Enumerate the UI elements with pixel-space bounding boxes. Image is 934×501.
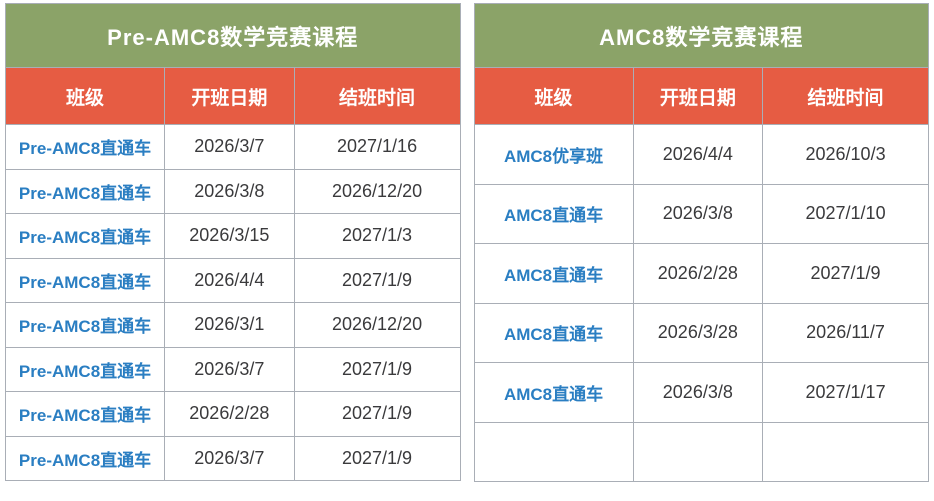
class-name-cell: Pre-AMC8直通车 [4,257,166,303]
column-header-class: 班级 [473,67,634,125]
start-date-cell: 2026/3/7 [164,124,295,170]
start-date-cell: 2026/3/1 [164,302,295,348]
table-row: Pre-AMC8直通车 2026/3/8 2026/12/20 [4,168,461,214]
class-name-cell: AMC8优享班 [473,124,634,185]
class-name-cell: Pre-AMC8直通车 [4,346,166,392]
end-date-cell: 2027/1/9 [762,243,929,304]
end-date-cell: 2027/1/9 [293,391,461,437]
column-header-end-date: 结班时间 [762,67,929,125]
class-name-cell: Pre-AMC8直通车 [4,213,166,259]
table-row: Pre-AMC8直通车 2026/3/7 2027/1/9 [4,435,461,481]
end-date-cell: 2027/1/17 [762,362,929,423]
table-row: Pre-AMC8直通车 2026/3/7 2027/1/9 [4,346,461,392]
end-date-cell: 2027/1/9 [293,257,461,303]
start-date-cell: 2026/3/8 [632,183,764,244]
start-date-cell: 2026/3/8 [632,362,764,423]
column-header-start-date: 开班日期 [632,67,764,125]
table-row [473,421,929,482]
table-row: Pre-AMC8直通车 2026/3/1 2026/12/20 [4,302,461,348]
table-title: AMC8数学竞赛课程 [473,3,929,68]
end-date-cell [762,421,929,482]
end-date-cell: 2027/1/9 [293,346,461,392]
start-date-cell: 2026/2/28 [632,243,764,304]
end-date-cell: 2026/12/20 [293,168,461,214]
table-row: Pre-AMC8直通车 2026/4/4 2027/1/9 [4,257,461,303]
table-row: Pre-AMC8直通车 2026/2/28 2027/1/9 [4,391,461,437]
end-date-cell: 2027/1/16 [293,124,461,170]
table-row: Pre-AMC8直通车 2026/3/15 2027/1/3 [4,213,461,259]
column-header-start-date: 开班日期 [164,67,295,125]
amc8-course-table: AMC8数学竞赛课程 班级 开班日期 结班时间 AMC8优享班 2026/4/4… [473,3,930,498]
end-date-cell: 2026/11/7 [762,302,929,363]
class-name-cell: AMC8直通车 [473,183,634,244]
start-date-cell: 2026/3/15 [164,213,295,259]
class-name-cell: Pre-AMC8直通车 [4,391,166,437]
pre-amc8-course-table: Pre-AMC8数学竞赛课程 班级 开班日期 结班时间 Pre-AMC8直通车 … [4,3,461,498]
start-date-cell: 2026/4/4 [164,257,295,303]
start-date-cell [632,421,764,482]
end-date-cell: 2027/1/3 [293,213,461,259]
start-date-cell: 2026/3/7 [164,346,295,392]
class-name-cell: Pre-AMC8直通车 [4,435,166,481]
start-date-cell: 2026/2/28 [164,391,295,437]
column-header-end-date: 结班时间 [293,67,461,125]
start-date-cell: 2026/3/28 [632,302,764,363]
class-name-cell: Pre-AMC8直通车 [4,302,166,348]
class-name-cell: AMC8直通车 [473,243,634,304]
table-row: AMC8直通车 2026/3/28 2026/11/7 [473,302,929,363]
class-name-cell: AMC8直通车 [473,362,634,423]
header-row: 班级 开班日期 结班时间 [4,67,461,125]
class-name-cell: AMC8直通车 [473,302,634,363]
column-header-class: 班级 [4,67,166,125]
end-date-cell: 2026/12/20 [293,302,461,348]
title-row: AMC8数学竞赛课程 [473,3,929,68]
class-name-cell [473,421,634,482]
start-date-cell: 2026/3/7 [164,435,295,481]
end-date-cell: 2027/1/10 [762,183,929,244]
table-row: Pre-AMC8直通车 2026/3/7 2027/1/16 [4,124,461,170]
table-row: AMC8优享班 2026/4/4 2026/10/3 [473,124,929,185]
title-row: Pre-AMC8数学竞赛课程 [5,3,461,68]
table-row: AMC8直通车 2026/3/8 2027/1/10 [473,183,929,244]
end-date-cell: 2027/1/9 [293,435,461,481]
start-date-cell: 2026/3/8 [164,168,295,214]
class-name-cell: Pre-AMC8直通车 [4,124,166,170]
start-date-cell: 2026/4/4 [632,124,764,185]
table-row: AMC8直通车 2026/2/28 2027/1/9 [473,243,929,304]
header-row: 班级 开班日期 结班时间 [473,67,929,125]
table-title: Pre-AMC8数学竞赛课程 [5,3,461,68]
table-row: AMC8直通车 2026/3/8 2027/1/17 [473,362,929,423]
class-name-cell: Pre-AMC8直通车 [4,168,166,214]
end-date-cell: 2026/10/3 [762,124,929,185]
